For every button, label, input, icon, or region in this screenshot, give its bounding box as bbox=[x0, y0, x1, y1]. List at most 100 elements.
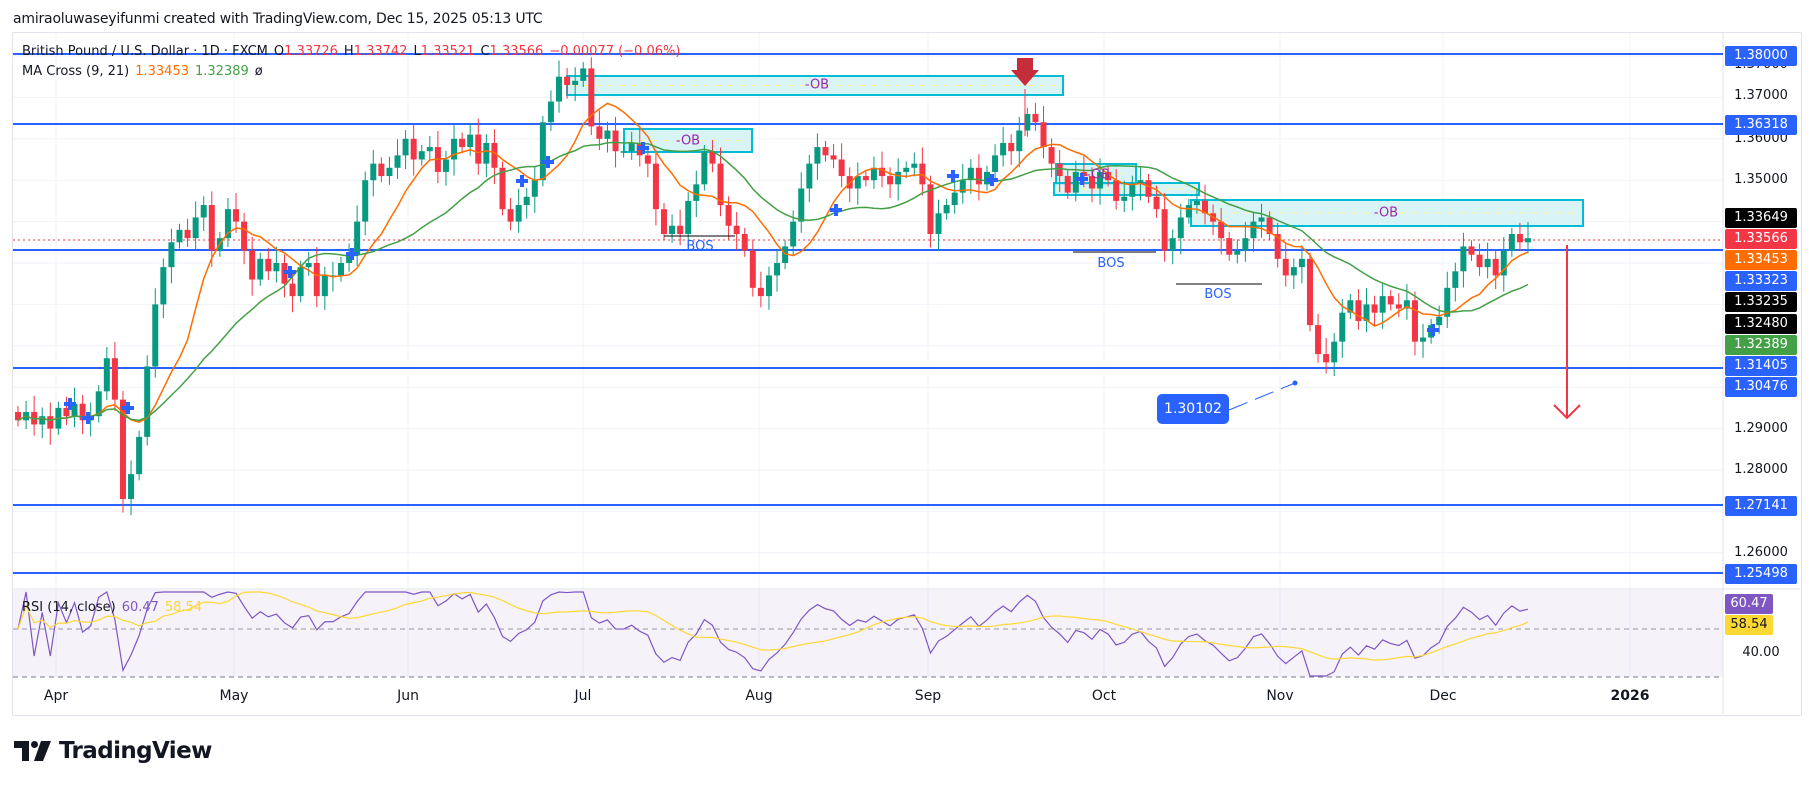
candle-body bbox=[1242, 238, 1249, 251]
rsi-value-tag: 60.47 bbox=[1725, 594, 1773, 614]
rsi-legend[interactable]: RSI (14, close) 60.47 58.54 bbox=[22, 600, 208, 615]
candle-body bbox=[685, 200, 692, 235]
chart-credit: amiraoluwaseyifunmi created with Trading… bbox=[13, 11, 543, 27]
candle-body bbox=[774, 263, 781, 276]
tradingview-logo[interactable]: TradingView bbox=[14, 738, 212, 764]
ma-cross-legend[interactable]: MA Cross (9, 21) 1.33453 1.32389 ø bbox=[22, 64, 269, 79]
candle-body bbox=[1315, 325, 1322, 355]
ma-fast-value: 1.33453 bbox=[135, 64, 189, 79]
candle-body bbox=[539, 122, 546, 181]
candle-body bbox=[1516, 234, 1523, 243]
level-tag-131405: 1.31405 bbox=[1725, 356, 1797, 376]
candle-body bbox=[192, 217, 199, 239]
candle-body bbox=[128, 474, 135, 499]
candle-body bbox=[451, 138, 458, 160]
level-tag-138000: 1.38000 bbox=[1725, 46, 1797, 66]
bos-label: BOS bbox=[1204, 287, 1232, 302]
candle-body bbox=[386, 167, 393, 177]
candle-body bbox=[935, 213, 942, 235]
order-block-label: -OB bbox=[1373, 205, 1399, 221]
candle-body bbox=[1306, 258, 1313, 326]
candle-body bbox=[200, 205, 207, 218]
chart-frame[interactable] bbox=[12, 32, 1802, 716]
callout-anchor bbox=[1292, 380, 1298, 386]
candle-body bbox=[1266, 217, 1273, 235]
candle-body bbox=[959, 180, 966, 193]
ma-cross-marker-icon bbox=[346, 248, 358, 260]
candle-body bbox=[741, 234, 748, 251]
rsi-name: RSI (14, close) bbox=[22, 600, 116, 615]
symbol-legend[interactable]: British Pound / U.S. Dollar · 1D · FXCM O… bbox=[22, 44, 686, 59]
ma-fast-line bbox=[17, 102, 1529, 423]
candle-body bbox=[208, 205, 215, 251]
candle-body bbox=[911, 163, 918, 168]
candle-body bbox=[410, 138, 417, 160]
candle-body bbox=[103, 358, 110, 392]
candle-body bbox=[903, 167, 910, 172]
candle-body bbox=[1161, 209, 1168, 251]
candle-body bbox=[1129, 184, 1136, 197]
candle-body bbox=[1040, 122, 1047, 148]
candle-body bbox=[1234, 250, 1241, 255]
candle-body bbox=[354, 221, 361, 255]
open-value: 1.33726 bbox=[284, 44, 338, 59]
change-value: −0.00077 (−0.06%) bbox=[549, 44, 681, 59]
order-block-label: -OB bbox=[1085, 167, 1111, 183]
candle-body bbox=[321, 275, 328, 297]
candle-body bbox=[1476, 254, 1483, 268]
candle-body bbox=[717, 163, 724, 206]
candle-body bbox=[1387, 296, 1394, 305]
candle-body bbox=[1072, 171, 1079, 193]
level-tag-125498: 1.25498 bbox=[1725, 564, 1797, 584]
candle-body bbox=[119, 399, 126, 499]
candle-body bbox=[442, 159, 449, 172]
candle-body bbox=[596, 126, 603, 139]
time-label-dec: Dec bbox=[1429, 688, 1457, 704]
candle-body bbox=[1193, 200, 1200, 206]
candle-body bbox=[1436, 316, 1443, 326]
candle-body bbox=[1258, 217, 1265, 222]
candle-body bbox=[1185, 205, 1192, 218]
ma-slow-line bbox=[17, 141, 1529, 422]
candle-body bbox=[402, 138, 409, 156]
candle-body bbox=[1500, 250, 1507, 276]
candle-body bbox=[1000, 142, 1007, 156]
candle-body bbox=[1508, 234, 1515, 251]
candle-body bbox=[1008, 142, 1015, 152]
low-price-callout[interactable]: 1.30102 bbox=[1157, 394, 1229, 424]
rsi-ma-tag: 58.54 bbox=[1725, 615, 1773, 635]
candle-body bbox=[1484, 258, 1491, 268]
candle-body bbox=[1339, 312, 1346, 342]
candle-body bbox=[483, 142, 490, 164]
candle-body bbox=[515, 205, 522, 222]
price-tick: 1.26000 bbox=[1734, 545, 1788, 560]
candle-body bbox=[362, 180, 369, 222]
candle-body bbox=[580, 68, 587, 81]
candle-body bbox=[1226, 238, 1233, 255]
candle-body bbox=[265, 258, 272, 272]
candle-body bbox=[951, 192, 958, 206]
candle-body bbox=[765, 275, 772, 297]
candle-body bbox=[1363, 304, 1370, 321]
time-label-apr: Apr bbox=[43, 688, 69, 704]
candle-body bbox=[790, 221, 797, 247]
ma-cross-marker-icon bbox=[986, 174, 998, 186]
candle-body bbox=[47, 416, 54, 429]
candle-body bbox=[1024, 113, 1031, 131]
candle-body bbox=[1282, 258, 1289, 276]
ma-cross-marker-icon bbox=[830, 204, 842, 216]
candle-body bbox=[749, 250, 756, 288]
candle-body bbox=[1218, 221, 1225, 239]
candle-body bbox=[499, 167, 506, 210]
ma-cross-marker-icon bbox=[122, 402, 134, 414]
candle-body bbox=[79, 403, 86, 421]
candle-body bbox=[152, 304, 159, 367]
candle-body bbox=[337, 263, 344, 276]
close-label: C bbox=[480, 44, 490, 59]
candle-body bbox=[992, 155, 999, 172]
candle-body bbox=[1355, 300, 1362, 321]
candle-body bbox=[507, 209, 514, 222]
candle-body bbox=[1395, 304, 1402, 309]
ma-cross-marker-icon bbox=[542, 156, 554, 168]
